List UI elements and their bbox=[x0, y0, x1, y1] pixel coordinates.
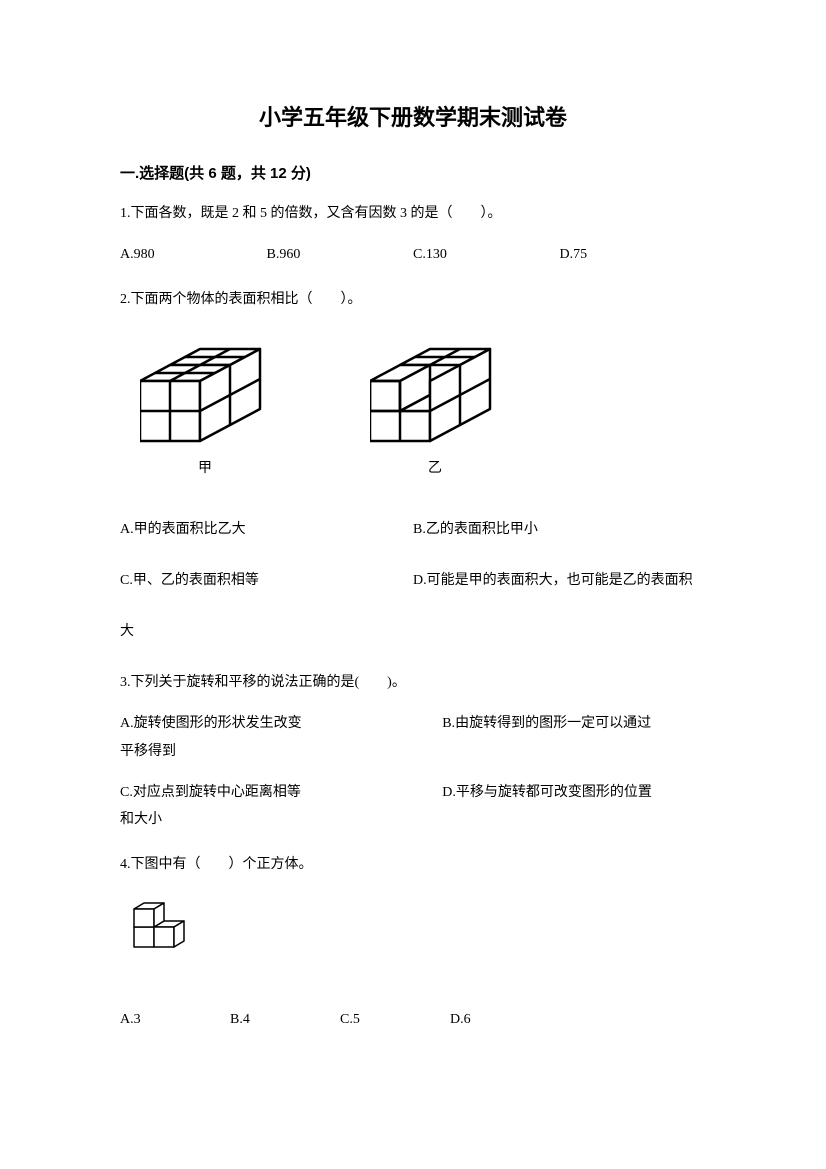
q2-opt-b: B.乙的表面积比甲小 bbox=[413, 517, 706, 542]
q1-opt-a: A.980 bbox=[120, 242, 267, 267]
small-cubes-icon bbox=[130, 897, 190, 952]
q4-figure bbox=[120, 897, 706, 957]
q2-figure-b: 乙 bbox=[370, 333, 500, 477]
q3-opt-a: A.旋转使图形的形状发生改变 bbox=[120, 711, 442, 736]
q2-opt-c: C.甲、乙的表面积相等 bbox=[120, 568, 413, 593]
q4-text: 4.下图中有（ ）个正方体。 bbox=[120, 852, 706, 877]
q1-opt-b: B.960 bbox=[267, 242, 414, 267]
q2-ab: A.甲的表面积比乙大 B.乙的表面积比甲小 bbox=[120, 517, 706, 542]
q1-opt-d: D.75 bbox=[560, 242, 707, 267]
q3-opt-d-cont: 和大小 bbox=[120, 807, 706, 832]
q2-figures: 甲 乙 bbox=[120, 333, 706, 477]
q4-opt-b: B.4 bbox=[230, 1007, 340, 1032]
q3-text: 3.下列关于旋转和平移的说法正确的是( )。 bbox=[120, 670, 706, 695]
q2-figure-a: 甲 bbox=[140, 333, 270, 477]
q2-cd: C.甲、乙的表面积相等 D.可能是甲的表面积大，也可能是乙的表面积 bbox=[120, 568, 706, 593]
q3-cd: C.对应点到旋转中心距离相等 D.平移与旋转都可改变图形的位置 bbox=[120, 780, 706, 805]
q3-opt-d: D.平移与旋转都可改变图形的位置 bbox=[442, 780, 706, 805]
q4-opt-a: A.3 bbox=[120, 1007, 230, 1032]
q2-text: 2.下面两个物体的表面积相比（ ）。 bbox=[120, 287, 706, 312]
q4-options: A.3 B.4 C.5 D.6 bbox=[120, 1007, 706, 1032]
q1-text: 1.下面各数，既是 2 和 5 的倍数，又含有因数 3 的是（ ）。 bbox=[120, 201, 706, 226]
q3-opt-b-cont: 平移得到 bbox=[120, 739, 706, 764]
q2-label-b: 乙 bbox=[428, 457, 442, 477]
q4-opt-d: D.6 bbox=[450, 1007, 560, 1032]
q2-opt-a: A.甲的表面积比乙大 bbox=[120, 517, 413, 542]
q1-opt-c: C.130 bbox=[413, 242, 560, 267]
q2-label-a: 甲 bbox=[198, 457, 212, 477]
q1-options: A.980 B.960 C.130 D.75 bbox=[120, 242, 706, 267]
cube-2x2x2-icon bbox=[140, 333, 270, 453]
q3-opt-c: C.对应点到旋转中心距离相等 bbox=[120, 780, 442, 805]
q3-opt-b: B.由旋转得到的图形一定可以通过 bbox=[442, 711, 706, 736]
cube-notched-icon bbox=[370, 333, 500, 453]
q4-opt-c: C.5 bbox=[340, 1007, 450, 1032]
page-title: 小学五年级下册数学期末测试卷 bbox=[120, 100, 706, 132]
section-header: 一.选择题(共 6 题，共 12 分) bbox=[120, 162, 706, 183]
q2-opt-d: D.可能是甲的表面积大，也可能是乙的表面积 bbox=[413, 568, 706, 593]
q2-opt-d-cont: 大 bbox=[120, 619, 706, 644]
q3-ab: A.旋转使图形的形状发生改变 B.由旋转得到的图形一定可以通过 bbox=[120, 711, 706, 736]
